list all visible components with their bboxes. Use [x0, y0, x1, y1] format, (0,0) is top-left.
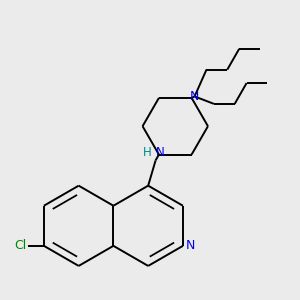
Text: N: N — [185, 239, 195, 252]
Text: N: N — [156, 146, 164, 159]
Text: H: H — [142, 146, 151, 159]
Text: N: N — [190, 90, 199, 103]
Text: Cl: Cl — [14, 239, 26, 252]
